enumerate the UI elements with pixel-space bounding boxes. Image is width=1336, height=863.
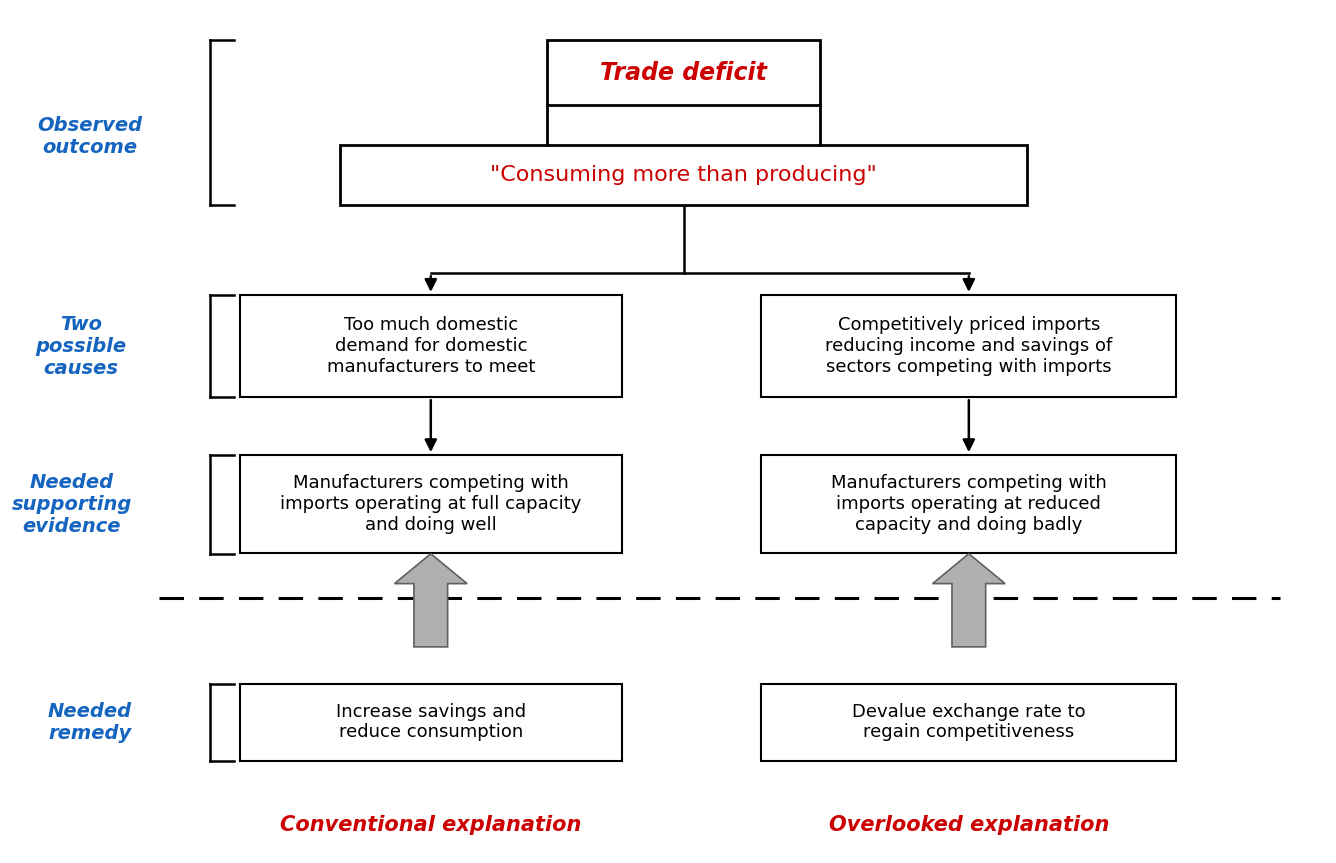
FancyBboxPatch shape bbox=[548, 41, 820, 104]
Text: Manufacturers competing with
imports operating at reduced
capacity and doing bad: Manufacturers competing with imports ope… bbox=[831, 475, 1106, 534]
Text: Devalue exchange rate to
regain competitiveness: Devalue exchange rate to regain competit… bbox=[852, 702, 1086, 741]
Text: Needed
remedy: Needed remedy bbox=[48, 702, 132, 742]
FancyBboxPatch shape bbox=[762, 295, 1176, 397]
Text: Overlooked explanation: Overlooked explanation bbox=[828, 815, 1109, 835]
FancyBboxPatch shape bbox=[239, 295, 623, 397]
Text: Two
possible
causes: Two possible causes bbox=[35, 314, 127, 377]
FancyBboxPatch shape bbox=[762, 683, 1176, 760]
Text: Manufacturers competing with
imports operating at full capacity
and doing well: Manufacturers competing with imports ope… bbox=[281, 475, 581, 534]
Polygon shape bbox=[933, 554, 1005, 647]
FancyBboxPatch shape bbox=[341, 145, 1027, 205]
Text: Too much domestic
demand for domestic
manufacturers to meet: Too much domestic demand for domestic ma… bbox=[326, 316, 534, 375]
Text: Increase savings and
reduce consumption: Increase savings and reduce consumption bbox=[335, 702, 526, 741]
FancyBboxPatch shape bbox=[239, 455, 623, 553]
FancyBboxPatch shape bbox=[239, 683, 623, 760]
Text: "Consuming more than producing": "Consuming more than producing" bbox=[490, 165, 876, 185]
Text: Observed
outcome: Observed outcome bbox=[37, 117, 143, 157]
Text: Conventional explanation: Conventional explanation bbox=[281, 815, 581, 835]
FancyBboxPatch shape bbox=[762, 455, 1176, 553]
Text: Trade deficit: Trade deficit bbox=[600, 60, 767, 85]
Polygon shape bbox=[394, 554, 468, 647]
Text: Needed
supporting
evidence: Needed supporting evidence bbox=[12, 473, 132, 536]
Text: Competitively priced imports
reducing income and savings of
sectors competing wi: Competitively priced imports reducing in… bbox=[826, 316, 1113, 375]
